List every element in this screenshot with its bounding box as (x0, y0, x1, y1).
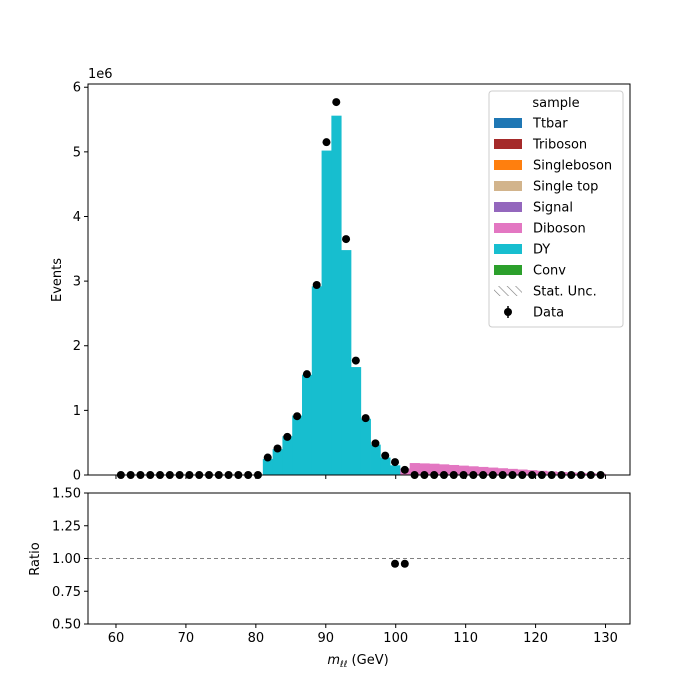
main-axes-frame (87, 83, 631, 476)
ratio-y-tick-label: 0.75 (52, 585, 81, 600)
ratio-points (391, 559, 409, 568)
legend-title: sample (532, 96, 579, 111)
hist-bar-dy (272, 449, 283, 475)
hist-bar-dy (262, 458, 274, 475)
ratio-panel: 0.50 0.75 1.00 1.25 1.50 60 70 80 90 100 110 120 13… (28, 487, 631, 670)
main-y-axis-label: Events (50, 258, 65, 302)
y-tick-label: 6 (73, 81, 81, 96)
data-point (283, 432, 292, 441)
ratio-y-tick-label: 1.00 (52, 552, 81, 567)
hist-bar-dy (302, 374, 313, 475)
hist-bar-dy (380, 457, 391, 475)
x-tick-label: 100 (383, 631, 408, 646)
hist-bar-dy (370, 444, 381, 475)
hist-bar-diboson (458, 465, 469, 475)
legend-swatch-singleboson (494, 160, 522, 170)
data-point (361, 414, 370, 423)
ratio-y-tick-label: 1.25 (52, 519, 81, 534)
legend-label-ttbar: Ttbar (532, 117, 568, 132)
data-point (332, 98, 341, 107)
legend-box (488, 90, 624, 328)
hist-bar-dy (292, 415, 303, 475)
hist-bar-dy (311, 286, 322, 475)
main-y-ticks: 0 1 2 3 4 5 6 (73, 81, 88, 484)
legend-label-dy: DY (533, 243, 550, 258)
y-tick-label: 4 (73, 210, 81, 225)
ratio-y-ticks: 0.50 0.75 1.00 1.25 1.50 (52, 487, 88, 633)
data-point (371, 439, 380, 448)
legend-swatch-stat-unc (494, 286, 522, 296)
legend-swatch-conv (494, 265, 522, 275)
legend-label-conv: Conv (533, 264, 566, 279)
x-axis-label-symbol: m (327, 653, 340, 668)
legend-swatch-diboson (494, 223, 522, 233)
legend-label-stat-unc: Stat. Unc. (533, 285, 597, 300)
y-tick-label: 5 (73, 145, 81, 160)
legend-label-single-top: Single top (533, 180, 598, 195)
y-tick-label: 1 (73, 404, 81, 419)
x-axis-label: mℓℓ (GeV) (327, 653, 388, 670)
main-x-ticks (115, 475, 607, 479)
hist-bar-dy (282, 436, 293, 475)
ratio-point (400, 559, 409, 568)
x-tick-label: 120 (523, 631, 548, 646)
hist-bar-diboson (429, 463, 440, 475)
hist-bar-dy (360, 418, 371, 475)
hist-bar-diboson (419, 463, 430, 475)
data-point (302, 370, 311, 379)
x-tick-label: 130 (593, 631, 618, 646)
hist-bar-diboson (409, 463, 420, 475)
legend-marker-data (504, 308, 512, 316)
data-point (400, 465, 409, 474)
data-point (351, 356, 360, 365)
x-axis-label-unit: (GeV) (347, 653, 388, 668)
hist-bar-dy (390, 465, 401, 475)
ratio-y-tick-label: 1.50 (52, 487, 81, 502)
x-tick-label: 60 (108, 631, 125, 646)
hist-bar-diboson (448, 464, 460, 475)
legend-label-data: Data (533, 306, 564, 321)
legend: sample Ttbar Triboson Singleboson Single top… (488, 90, 624, 328)
hist-bar-diboson (468, 466, 479, 475)
main-panel: 0 1 2 3 4 5 6 1e6 Events sample Ttbar Triboson Si… (50, 67, 631, 484)
hist-bar-dy (321, 150, 332, 475)
data-point (322, 138, 331, 147)
x-tick-label: 90 (318, 631, 335, 646)
ratio-point (391, 559, 400, 568)
legend-label-singleboson: Singleboson (533, 159, 612, 174)
legend-swatch-ttbar (494, 118, 522, 128)
ratio-x-ticks: 60 70 80 90 100 110 120 130 (108, 624, 618, 646)
legend-label-diboson: Diboson (533, 222, 586, 237)
x-tick-label: 110 (453, 631, 478, 646)
data-point (273, 444, 282, 453)
hist-bar-dy (350, 367, 362, 475)
legend-label-triboson: Triboson (532, 138, 587, 153)
y-tick-label: 0 (73, 469, 81, 484)
ratio-y-tick-label: 0.50 (52, 618, 81, 633)
hist-bar-dy (341, 250, 352, 475)
y-tick-label: 2 (73, 339, 81, 354)
hist-bar-dy (331, 115, 342, 475)
data-point (312, 280, 321, 289)
data-point (293, 412, 302, 421)
x-tick-label: 70 (178, 631, 195, 646)
legend-swatch-signal (494, 202, 522, 212)
legend-swatch-dy (494, 244, 522, 254)
hist-bar-diboson (439, 464, 450, 475)
data-point (391, 458, 400, 467)
y-tick-label: 3 (73, 275, 81, 290)
y-scale-label: 1e6 (88, 67, 113, 82)
legend-swatch-triboson (494, 139, 522, 149)
legend-swatch-single-top (494, 181, 522, 191)
ratio-axes-frame (87, 492, 631, 625)
hist-bar-diboson (478, 466, 489, 475)
ratio-y-axis-label: Ratio (28, 542, 43, 575)
x-axis-label-subscript: ℓℓ (339, 660, 347, 670)
data-point (381, 451, 390, 460)
data-point (342, 235, 351, 244)
legend-label-signal: Signal (533, 201, 573, 216)
data-point (263, 453, 272, 462)
x-tick-label: 80 (248, 631, 265, 646)
